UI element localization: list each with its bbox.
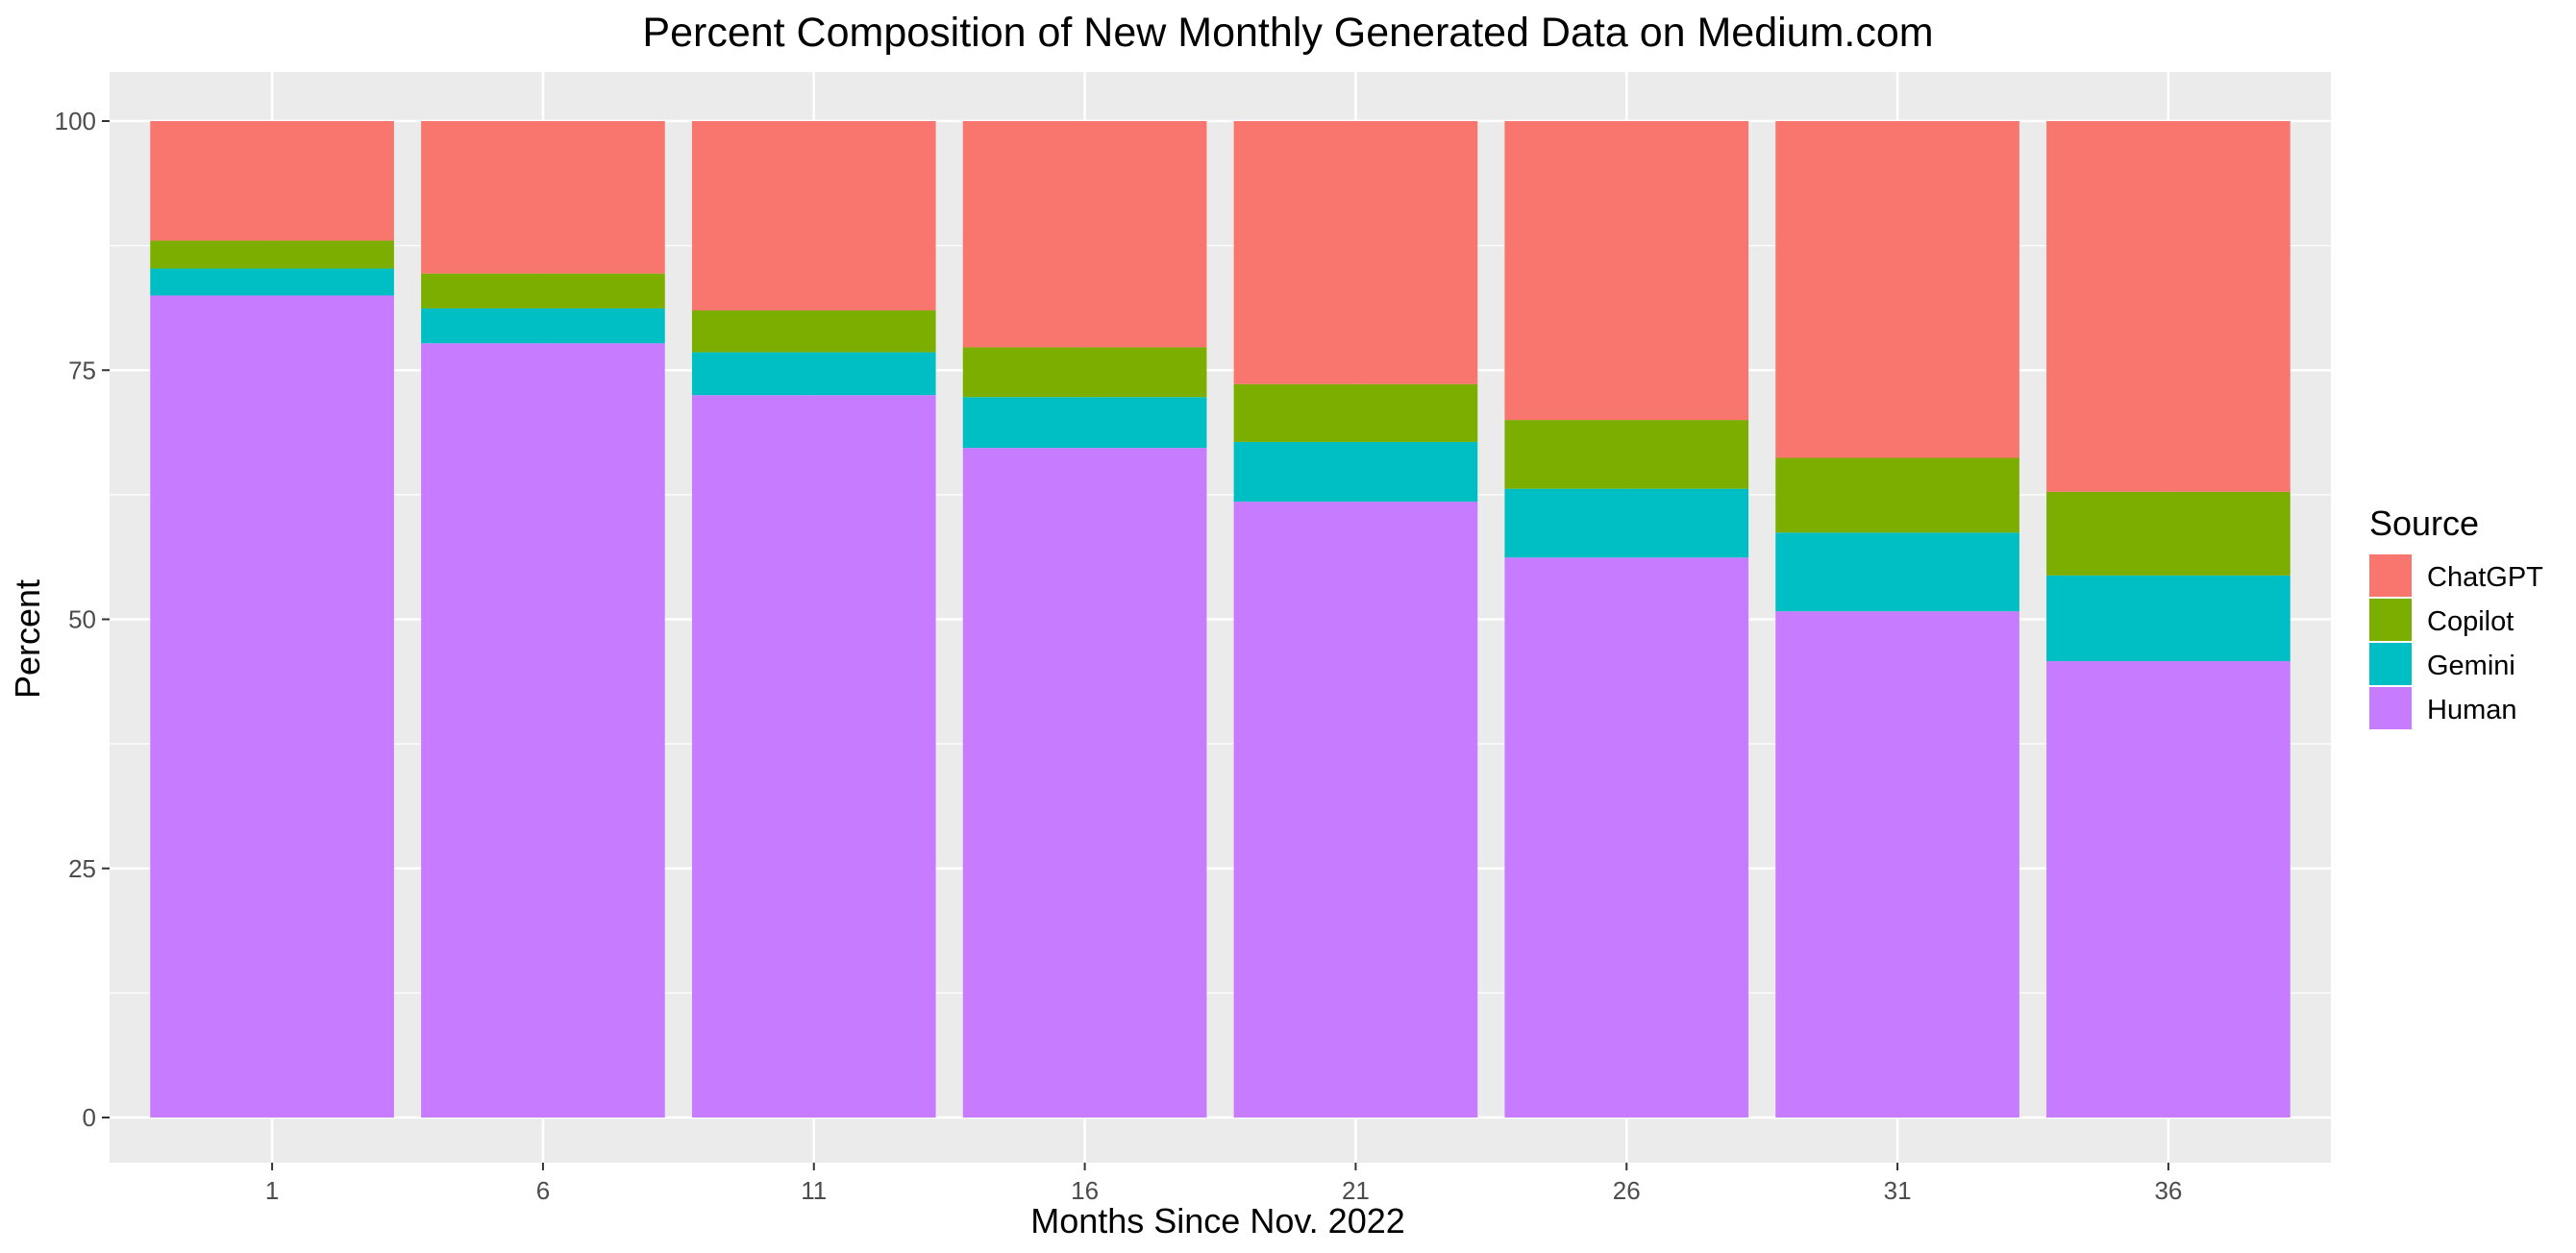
x-tick-label: 1 (265, 1176, 279, 1205)
legend-swatch-gemini (2369, 643, 2412, 685)
chart-title: Percent Composition of New Monthly Gener… (642, 10, 1933, 56)
bar-segment-copilot-6 (421, 273, 665, 308)
x-tick-label: 11 (801, 1176, 827, 1205)
y-axis: 0 25 50 75 100 (55, 107, 110, 1132)
y-tick-label: 0 (83, 1103, 96, 1132)
bar-segment-copilot-21 (1233, 383, 1478, 442)
bar-segment-copilot-16 (962, 347, 1207, 398)
bar-segment-chatgpt-6 (421, 121, 665, 274)
bar-segment-chatgpt-21 (1233, 121, 1478, 384)
bar-segment-chatgpt-11 (691, 121, 936, 311)
bar-segment-chatgpt-26 (1504, 121, 1749, 421)
bar-segment-gemini-21 (1233, 441, 1478, 503)
legend-swatch-copilot (2369, 599, 2412, 641)
bar-segment-human-36 (2046, 661, 2291, 1118)
bar-segment-gemini-11 (691, 352, 936, 396)
bar-segment-copilot-1 (150, 240, 394, 269)
x-tick-label: 36 (2154, 1176, 2182, 1205)
bar-segment-gemini-6 (421, 307, 665, 344)
legend-label-chatgpt: ChatGPT (2427, 562, 2543, 593)
bars (150, 121, 2291, 1118)
bar-segment-chatgpt-1 (150, 121, 394, 241)
legend: Source ChatGPT Copilot Gemini Human (2369, 504, 2543, 729)
x-tick-label: 26 (1613, 1176, 1641, 1205)
bar-segment-gemini-16 (962, 397, 1207, 449)
x-tick-label: 21 (1342, 1176, 1370, 1205)
bar-segment-gemini-36 (2046, 575, 2291, 662)
legend-label-human: Human (2427, 695, 2517, 725)
bar-segment-human-6 (421, 343, 665, 1118)
bar-segment-gemini-26 (1504, 488, 1749, 558)
bar-segment-chatgpt-36 (2046, 121, 2291, 492)
bar-segment-copilot-36 (2046, 491, 2291, 576)
y-axis-title: Percent (8, 579, 47, 699)
x-tick-label: 16 (1071, 1176, 1099, 1205)
bar-segment-human-26 (1504, 557, 1749, 1118)
x-axis-title: Months Since Nov. 2022 (1030, 1201, 1405, 1241)
bar-segment-human-11 (691, 395, 936, 1118)
bar-segment-copilot-31 (1775, 457, 2019, 533)
y-tick-label: 50 (68, 605, 96, 634)
legend-label-copilot: Copilot (2427, 606, 2514, 637)
y-tick-label: 25 (68, 854, 96, 883)
y-tick-label: 75 (68, 356, 96, 384)
bar-segment-copilot-11 (691, 310, 936, 353)
bar-segment-human-21 (1233, 502, 1478, 1118)
legend-title: Source (2369, 504, 2479, 543)
bar-segment-chatgpt-16 (962, 121, 1207, 348)
y-tick-label: 100 (55, 107, 96, 135)
bar-segment-human-31 (1775, 611, 2019, 1118)
bar-segment-chatgpt-31 (1775, 121, 2019, 458)
legend-swatch-human (2369, 687, 2412, 729)
bar-segment-human-16 (962, 448, 1207, 1118)
x-tick-label: 31 (1884, 1176, 1912, 1205)
x-tick-label: 6 (536, 1176, 550, 1205)
x-axis: 1 6 11 16 21 26 31 36 (265, 1163, 2182, 1205)
bar-segment-gemini-1 (150, 268, 394, 296)
bar-segment-human-1 (150, 295, 394, 1118)
legend-label-gemini: Gemini (2427, 651, 2515, 681)
bar-segment-gemini-31 (1775, 532, 2019, 612)
legend-swatch-chatgpt (2369, 554, 2412, 597)
bar-segment-copilot-26 (1504, 420, 1749, 489)
